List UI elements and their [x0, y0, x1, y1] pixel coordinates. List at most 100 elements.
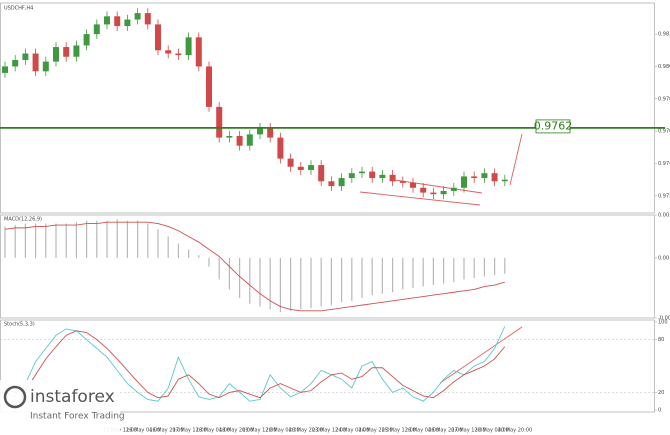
stoch-trend [439, 326, 523, 384]
candle-body [93, 24, 100, 35]
candle-body [328, 181, 335, 187]
x-tick-label: 18 May 04:00 [196, 428, 230, 434]
y-tick-label: 0.9720 [658, 193, 670, 199]
trend-lines [359, 133, 523, 384]
candle-body [246, 134, 253, 146]
candle-body [83, 34, 90, 46]
candle-body [389, 174, 396, 182]
y-tick-label: 0.9760 [658, 129, 670, 135]
stoch-line [4, 330, 506, 399]
macd-signal [4, 221, 505, 312]
candle-body [185, 37, 192, 56]
candle-body [216, 106, 223, 138]
x-tick-label: 19 May 12:00 [242, 428, 276, 434]
level-label: 0.9762 [534, 119, 573, 132]
macd-title: MACD(12,26,9) [4, 217, 42, 223]
candle-body [22, 53, 29, 60]
x-tick-label: 18 May 20:00 [219, 428, 253, 434]
candle-body [501, 179, 508, 182]
x-tick-label: 23 May 12:00 [312, 428, 346, 434]
candle-body [461, 176, 467, 188]
candle-body [440, 190, 447, 195]
candle-body [236, 135, 243, 146]
candle-body [175, 53, 182, 56]
candle-body [12, 59, 19, 67]
stoch-title: Stoch(5,3,3) [4, 322, 35, 328]
y-tick-label: 0.9740 [658, 161, 670, 167]
candle-body [165, 50, 172, 54]
candle-body [73, 45, 80, 57]
candle-body [267, 127, 274, 138]
candle-body [450, 187, 457, 191]
stoch-frame [0, 319, 655, 413]
y-tick-label: 0.9780 [658, 96, 670, 102]
candle-body [195, 37, 202, 67]
x-tick-label: 25 May 12:00 [382, 428, 416, 434]
candle-body [134, 13, 141, 20]
candle-body [2, 66, 8, 73]
logo: instaforex Instant Forex Trading [0, 380, 125, 435]
y-tick-label: 0.9800 [658, 64, 670, 70]
x-tick-label: 16 May 20:00 [149, 428, 183, 434]
candle-body [53, 47, 59, 62]
candle-body [308, 165, 314, 170]
candle-body [471, 176, 478, 179]
macd-frame [0, 214, 655, 319]
channel-high [394, 179, 483, 194]
logo-tagline: Instant Forex Trading [30, 412, 125, 422]
candle-body [206, 66, 212, 107]
candle-body [359, 171, 365, 174]
candle-body [297, 166, 304, 170]
candle-body [379, 174, 386, 179]
x-tick-label: 24 May 20:00 [358, 428, 392, 434]
candle-body [338, 178, 345, 187]
candle-body [226, 135, 233, 138]
candle-body [348, 173, 355, 179]
y-tick-label: 0.9820 [658, 32, 670, 38]
candle-body [32, 53, 39, 72]
candle-body [410, 182, 416, 188]
x-tick-label: 24 May 04:00 [335, 428, 369, 434]
candle-body [257, 127, 263, 135]
candle-body [318, 165, 325, 182]
logo-icon [3, 385, 27, 409]
x-tick-label: 17 May 12:00 [173, 428, 207, 434]
channel-low [359, 191, 481, 206]
candle-body [104, 16, 110, 25]
candle-body [155, 24, 161, 51]
x-tick-label: 27 May 12:00 [451, 428, 485, 434]
candle-body [420, 187, 427, 193]
x-tick-label: 26 May 20:00 [428, 428, 462, 434]
candle-body [399, 181, 406, 183]
y-tick-label: 0 [658, 408, 661, 414]
x-tick-label: 20 May 04:00 [265, 428, 299, 434]
logo-name: instaforex [30, 387, 115, 407]
candle-body [42, 61, 49, 72]
y-tick-label: 0.00 [658, 255, 669, 261]
candle-body [277, 137, 284, 159]
chart-title: USDCHF,H4 [4, 6, 33, 12]
y-tick-label: 80 [658, 337, 664, 343]
y-tick-label: 100 [658, 320, 668, 326]
x-tick-label: 20 May 20:00 [289, 428, 323, 434]
projection [509, 133, 523, 186]
y-tick-label: 20 [658, 390, 664, 396]
price-frame [0, 2, 655, 214]
candle-body [369, 171, 376, 179]
candle-body [481, 173, 488, 179]
candle-body [287, 158, 294, 167]
candle-body [124, 19, 131, 27]
stoch-line [4, 326, 506, 402]
x-tick-label: 26 May 04:00 [405, 428, 439, 434]
candle-body [63, 47, 70, 57]
candle-body [114, 16, 121, 27]
x-tick-label: 16 May 04:00 [126, 428, 160, 434]
y-tick-label: -0.0042 [658, 316, 670, 322]
x-tick-label: 30 May 20:00 [498, 428, 532, 434]
x-tick-label: 30 May 04:00 [475, 428, 509, 434]
level-box [535, 119, 571, 134]
candle-body [144, 13, 151, 25]
